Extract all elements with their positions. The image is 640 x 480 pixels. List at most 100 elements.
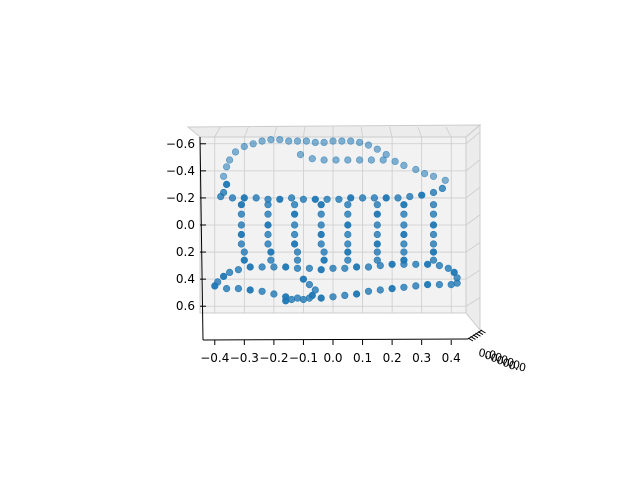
y-grid-line-side — [465, 159, 481, 172]
data-point — [400, 201, 408, 209]
data-point — [220, 272, 228, 281]
data-point — [388, 285, 396, 293]
data-point — [320, 256, 328, 264]
data-point — [429, 201, 438, 209]
x-grid-line-top — [389, 126, 393, 138]
data-point — [282, 263, 290, 271]
data-point — [291, 221, 299, 229]
data-point — [293, 264, 302, 272]
data-point — [394, 194, 402, 202]
y-grid-line-side — [465, 242, 481, 253]
data-point — [376, 286, 384, 294]
data-point — [391, 157, 399, 165]
data-point — [382, 151, 390, 159]
data-point — [344, 248, 352, 256]
data-point — [267, 248, 275, 256]
data-point — [344, 156, 352, 164]
x-tick-label: 0.4 — [442, 351, 461, 365]
y-tick-label: −0.6 — [166, 137, 195, 151]
z-tick-label: 0.0 — [507, 359, 526, 375]
data-point — [329, 137, 337, 145]
data-point — [220, 172, 228, 180]
data-point — [217, 193, 225, 201]
data-point — [323, 195, 331, 203]
z-tick-label: 0.0 — [477, 346, 496, 362]
data-point — [376, 262, 384, 270]
data-point — [270, 263, 278, 271]
data-point — [311, 286, 319, 294]
y-grid-line-side — [465, 186, 481, 199]
data-point — [332, 156, 340, 164]
data-point — [258, 137, 266, 145]
data-point — [400, 260, 408, 268]
data-point — [400, 221, 408, 229]
x-tick-label: −0.3 — [230, 351, 259, 365]
data-point — [344, 256, 352, 264]
data-point — [367, 156, 376, 164]
data-point — [299, 275, 308, 283]
top-pane — [186, 124, 482, 138]
data-point — [252, 194, 260, 202]
data-point — [231, 148, 240, 156]
data-point — [400, 283, 408, 291]
z-tick-mark — [470, 335, 476, 340]
z-axis-line — [467, 329, 483, 340]
data-point — [223, 163, 231, 171]
data-point — [373, 230, 381, 239]
data-point — [344, 221, 352, 229]
data-point — [429, 221, 438, 229]
data-point — [429, 256, 438, 264]
data-point — [226, 268, 234, 277]
data-point — [237, 201, 245, 209]
data-point — [412, 260, 420, 268]
data-point — [291, 210, 299, 218]
data-point — [382, 194, 390, 202]
data-point — [317, 240, 325, 248]
right-pane — [465, 123, 481, 332]
y-tick-label: −0.4 — [166, 164, 195, 178]
data-point — [317, 266, 325, 274]
data-point — [373, 221, 381, 229]
data-point — [270, 290, 278, 298]
data-point — [335, 195, 343, 203]
data-point — [453, 279, 461, 287]
data-point — [246, 286, 254, 294]
y-tick-label: 0.2 — [176, 245, 195, 259]
data-point — [364, 287, 373, 295]
data-point — [240, 142, 248, 151]
x-tick-label: −0.2 — [259, 351, 288, 365]
z-tick-label: 0.0 — [495, 354, 514, 370]
data-point — [329, 264, 337, 272]
data-point — [237, 221, 245, 229]
data-point — [341, 291, 349, 300]
data-point — [211, 282, 219, 290]
data-point — [373, 145, 381, 153]
data-point — [353, 290, 361, 298]
x-grid-line-top — [445, 126, 452, 138]
data-point — [353, 263, 361, 271]
scatter-points — [211, 136, 461, 305]
data-point — [288, 295, 296, 304]
data-point — [347, 137, 355, 145]
y-grid-line-side — [465, 269, 481, 280]
data-point — [226, 156, 234, 164]
y-tick-label: 0.4 — [176, 272, 195, 286]
data-point — [400, 240, 408, 248]
data-point — [317, 294, 325, 302]
x-grid-line-top — [417, 126, 423, 138]
data-point — [329, 293, 337, 301]
data-point — [296, 151, 305, 159]
data-point — [237, 230, 245, 239]
data-point — [264, 210, 272, 218]
data-point — [234, 285, 242, 293]
data-point — [429, 210, 438, 218]
data-point — [293, 294, 302, 302]
data-point — [418, 191, 426, 199]
data-point — [435, 262, 444, 270]
data-point — [276, 136, 284, 144]
x-grid-line-top — [303, 126, 306, 138]
data-point — [302, 137, 311, 145]
y-grid-line-side — [465, 131, 481, 145]
data-point — [291, 201, 299, 209]
